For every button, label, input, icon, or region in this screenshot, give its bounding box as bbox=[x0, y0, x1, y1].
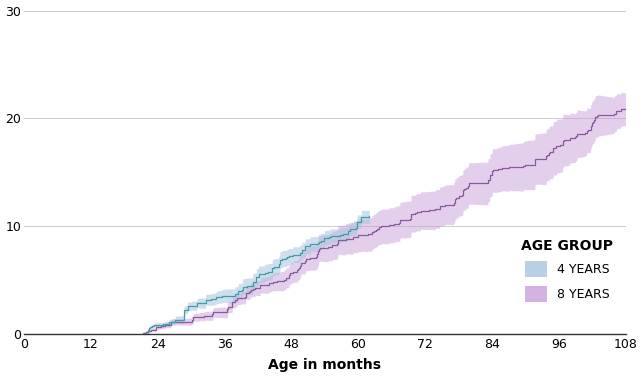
X-axis label: Age in months: Age in months bbox=[268, 358, 381, 372]
Legend: 4 YEARS, 8 YEARS: 4 YEARS, 8 YEARS bbox=[521, 239, 613, 302]
